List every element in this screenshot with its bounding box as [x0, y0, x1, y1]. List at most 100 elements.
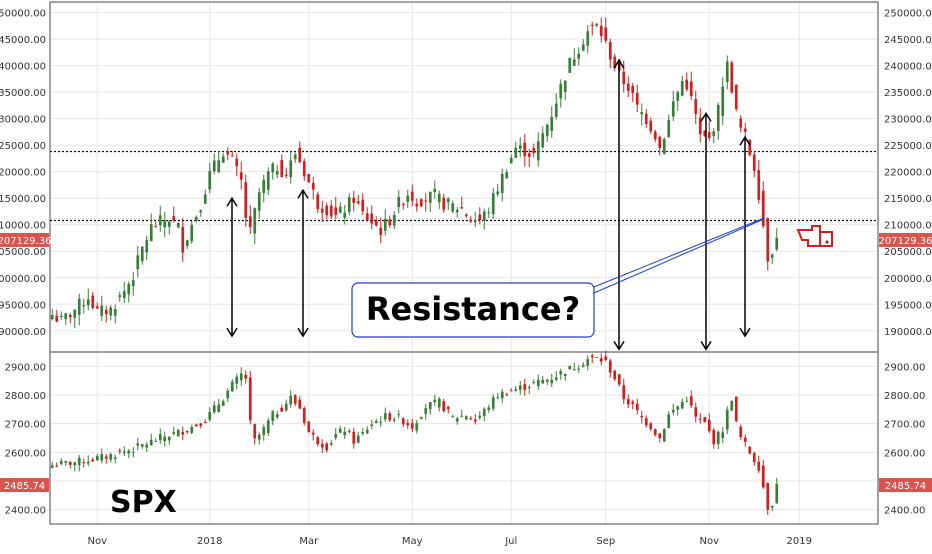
btc-candle — [595, 23, 599, 28]
candle-body — [514, 389, 518, 392]
spx-candle — [109, 452, 113, 463]
candle-body — [194, 424, 198, 427]
candle-body — [64, 461, 68, 463]
candle-body — [703, 416, 707, 423]
candle-body — [761, 190, 765, 227]
x-tick-label: Nov — [699, 536, 719, 547]
y-tick-label-left: 2800.00 — [5, 391, 46, 402]
candle-body — [298, 399, 302, 409]
candle-body — [631, 86, 635, 94]
spx-candle — [280, 404, 284, 412]
btc-candle — [82, 298, 86, 314]
candle-body — [622, 385, 626, 400]
spx-candle — [410, 418, 414, 432]
candle-body — [766, 482, 770, 510]
candle-body — [95, 306, 99, 309]
candle-body — [464, 416, 468, 420]
candle-body — [113, 309, 117, 316]
btc-candle — [55, 310, 59, 323]
spx-candle — [689, 390, 693, 408]
btc-candle — [725, 55, 729, 90]
candle-body — [469, 418, 473, 420]
candle-body — [581, 365, 585, 367]
candle-body — [536, 141, 540, 161]
candle-body — [194, 216, 198, 221]
spx-candle — [325, 441, 329, 453]
candle-body — [730, 62, 734, 93]
btc-candle — [671, 90, 675, 122]
candle-body — [770, 254, 774, 258]
candle-body — [109, 454, 113, 460]
candle-body — [239, 172, 243, 180]
btc-candle — [383, 209, 387, 236]
candle-body — [235, 376, 239, 384]
spx-candle — [82, 458, 86, 468]
btc-candle — [707, 121, 711, 141]
btc-candles — [50, 17, 779, 329]
btc-candle — [635, 84, 639, 113]
candle-body — [559, 83, 563, 99]
btc-candle — [550, 106, 554, 138]
last-price-label: 207129.36 — [0, 236, 52, 247]
spx-candle — [289, 390, 293, 409]
btc-candle — [307, 173, 311, 183]
spx-candle — [649, 421, 653, 431]
btc-candle — [410, 184, 414, 207]
btc-candle — [235, 153, 239, 177]
candle-body — [671, 101, 675, 117]
spx-candle — [572, 362, 576, 371]
candle-body — [653, 429, 657, 435]
candle-body — [266, 171, 270, 190]
btc-candle — [100, 295, 104, 322]
candle-body — [491, 193, 495, 215]
btc-candle — [608, 38, 612, 69]
candle-body — [433, 188, 437, 193]
candle-body — [586, 359, 590, 366]
btc-candle — [356, 194, 360, 205]
candle-body — [122, 291, 126, 299]
spx-candle — [658, 432, 662, 443]
spx-candle — [352, 427, 356, 449]
spx-candle — [428, 402, 432, 415]
btc-candle — [716, 102, 720, 140]
candle-body — [289, 395, 293, 405]
candle-body — [568, 365, 572, 370]
btc-candle — [428, 191, 432, 213]
candle-body — [415, 423, 419, 431]
resistance-level-lines — [50, 150, 878, 222]
candle-body — [293, 154, 297, 160]
spx-candle — [239, 367, 243, 386]
candle-body — [523, 142, 527, 157]
candle-body — [518, 145, 522, 149]
spx-candle — [451, 414, 455, 418]
y-tick-label-left: 235000.00 — [0, 88, 46, 99]
btc-candle — [104, 305, 108, 323]
btc-candle — [262, 174, 266, 203]
arrow-head — [700, 340, 712, 351]
spx-candle — [163, 431, 167, 447]
candle-body — [536, 379, 540, 387]
btc-candle — [176, 222, 180, 229]
candle-body — [424, 200, 428, 202]
btc-candle — [298, 141, 302, 164]
btc-candle — [131, 271, 135, 296]
spx-candle — [311, 429, 315, 441]
candle-body — [203, 422, 207, 424]
candle-body — [361, 199, 365, 212]
candle-body — [140, 246, 144, 262]
y-tick-label-right: 235000.00 — [884, 88, 932, 99]
spx-candle — [622, 378, 626, 405]
btc-candle — [397, 190, 401, 214]
btc-candle — [478, 207, 482, 225]
spx-candle — [221, 399, 225, 406]
spx-candle — [712, 428, 716, 449]
candle-body — [149, 224, 153, 242]
candle-body — [721, 432, 725, 439]
candle-body — [541, 133, 545, 148]
x-tick-label: May — [402, 536, 423, 547]
candle-body — [505, 172, 509, 179]
btc-candle — [64, 312, 68, 325]
spx-candle — [203, 419, 207, 424]
candle-body — [766, 218, 770, 262]
